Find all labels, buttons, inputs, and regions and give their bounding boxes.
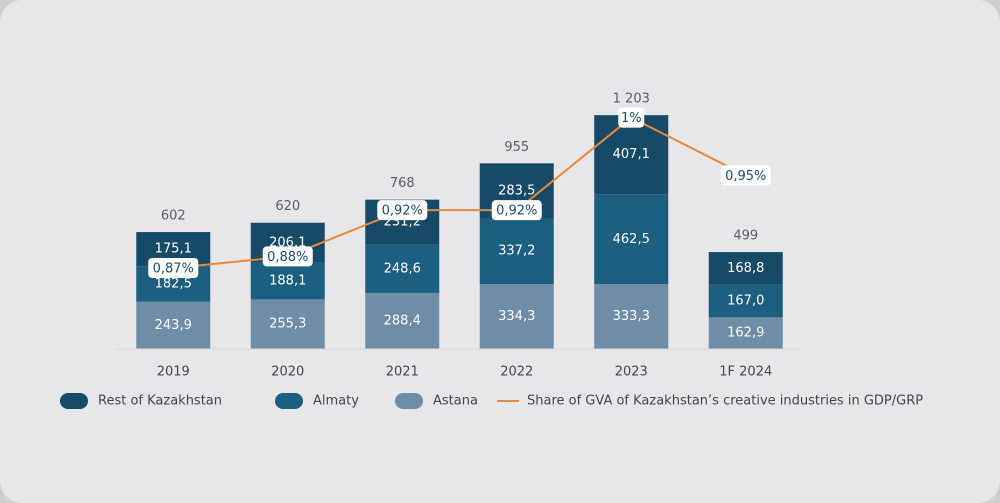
- line-label-box: [618, 107, 645, 128]
- bar-segment: [250, 299, 325, 349]
- data-label: 407,1: [613, 147, 650, 162]
- line-label-box: [720, 165, 771, 186]
- bar-segment: [594, 194, 669, 285]
- data-label: 248,6: [384, 261, 421, 276]
- x-tick-label: 1F 2024: [719, 365, 772, 380]
- x-tick-label: 2021: [386, 365, 419, 380]
- bar-segment: [365, 244, 440, 293]
- line-label-box: [262, 246, 313, 267]
- line-label: 0,87%: [153, 262, 194, 277]
- data-label: 182,5: [155, 276, 192, 291]
- legend-label: Almaty: [313, 394, 359, 409]
- bar-segment: [708, 284, 783, 318]
- legend-label: Astana: [433, 394, 478, 409]
- line-label-box: [377, 200, 428, 221]
- legend-swatch: [395, 393, 423, 409]
- total-label: 1 203: [613, 92, 650, 107]
- line-label: 0,92%: [496, 204, 537, 219]
- legend-swatch: [60, 393, 88, 409]
- data-label: 175,1: [155, 242, 192, 257]
- data-label: 333,3: [613, 309, 650, 324]
- line-label: 1%: [621, 111, 642, 126]
- legend-label: Share of GVA of Kazakhstan’s creative in…: [527, 394, 923, 409]
- x-tick-label: 2022: [500, 365, 533, 380]
- data-label: 334,3: [498, 309, 535, 324]
- data-label: 288,4: [384, 313, 421, 328]
- line-label: 0,88%: [267, 250, 308, 265]
- bar-segment: [594, 115, 669, 195]
- data-label: 167,0: [727, 294, 764, 309]
- data-label: 188,1: [269, 274, 306, 289]
- total-label: 768: [390, 176, 415, 191]
- total-label: 499: [733, 229, 758, 244]
- bar-segment: [250, 262, 325, 300]
- line-label-box: [491, 200, 542, 221]
- bar-segment: [365, 292, 440, 349]
- bar-segment: [479, 284, 554, 349]
- line-label: 0,95%: [725, 169, 766, 184]
- data-label: 243,9: [155, 318, 192, 333]
- x-tick-label: 2019: [157, 365, 190, 380]
- line-label-box: [148, 258, 199, 278]
- bar-segment: [708, 252, 783, 285]
- total-label: 955: [504, 140, 529, 155]
- line-label: 0,92%: [382, 204, 423, 219]
- data-label: 255,3: [269, 317, 306, 332]
- data-label: 283,5: [498, 183, 535, 198]
- bar-segment: [594, 284, 669, 349]
- x-tick-label: 2023: [615, 365, 648, 380]
- bar-segment: [136, 301, 211, 349]
- legend-label: Rest of Kazakhstan: [98, 394, 222, 409]
- total-label: 602: [161, 209, 186, 224]
- data-label: 162,9: [727, 326, 764, 341]
- data-label: 168,8: [727, 261, 764, 276]
- bar-segment: [708, 317, 783, 349]
- total-label: 620: [275, 199, 300, 214]
- data-label: 462,5: [613, 232, 650, 247]
- data-label: 337,2: [498, 244, 535, 259]
- legend-swatch: [275, 393, 303, 409]
- bar-segment: [479, 218, 554, 285]
- x-tick-label: 2020: [271, 365, 304, 380]
